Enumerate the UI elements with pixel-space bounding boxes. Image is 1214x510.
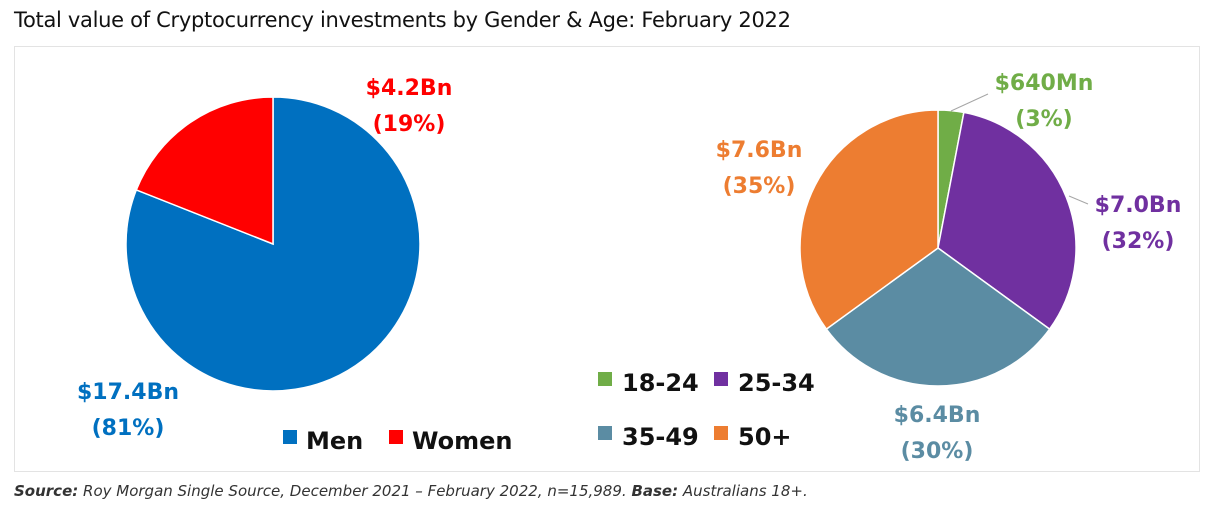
data-label-value: $17.4Bn <box>77 380 179 405</box>
data-label-percent: (81%) <box>92 416 165 441</box>
data-label-value: $4.2Bn <box>366 76 453 101</box>
source-note: Source: Roy Morgan Single Source, Decemb… <box>14 482 808 500</box>
legend-swatch <box>714 426 728 440</box>
legend-label: Men <box>306 427 363 455</box>
legend-label: 18-24 <box>622 369 699 397</box>
data-label-percent: (19%) <box>373 112 446 137</box>
legend-swatch <box>389 430 403 444</box>
legend-label: 50+ <box>738 423 792 451</box>
leader-line <box>950 93 989 112</box>
source-text: Roy Morgan Single Source, December 2021 … <box>78 482 632 500</box>
legend-label: 25-34 <box>738 369 815 397</box>
data-label-percent: (32%) <box>1102 229 1175 254</box>
base-text: Australians 18+. <box>678 482 808 500</box>
pie-slice-25-34 <box>937 111 1077 331</box>
data-label-percent: (35%) <box>723 174 796 199</box>
legend-swatch <box>598 426 612 440</box>
data-label-value: $6.4Bn <box>894 403 981 428</box>
data-label-value: $7.0Bn <box>1095 193 1182 218</box>
pie-slice-35-49 <box>825 247 1051 387</box>
pie-slice-50- <box>799 109 939 331</box>
data-label-value: $640Mn <box>995 71 1094 96</box>
legend-swatch <box>714 372 728 386</box>
base-label: Base: <box>631 482 679 500</box>
data-label-percent: (3%) <box>1015 107 1072 132</box>
chart-title: Total value of Cryptocurrency investment… <box>14 8 791 32</box>
legend-swatch <box>283 430 297 444</box>
pie-slice-women <box>135 96 274 246</box>
leader-line <box>1068 195 1089 205</box>
legend-swatch <box>598 372 612 386</box>
legend-label: Women <box>412 427 512 455</box>
source-label: Source: <box>14 482 79 500</box>
data-label-percent: (30%) <box>901 439 974 464</box>
data-label-value: $7.6Bn <box>716 138 803 163</box>
legend-label: 35-49 <box>622 423 699 451</box>
